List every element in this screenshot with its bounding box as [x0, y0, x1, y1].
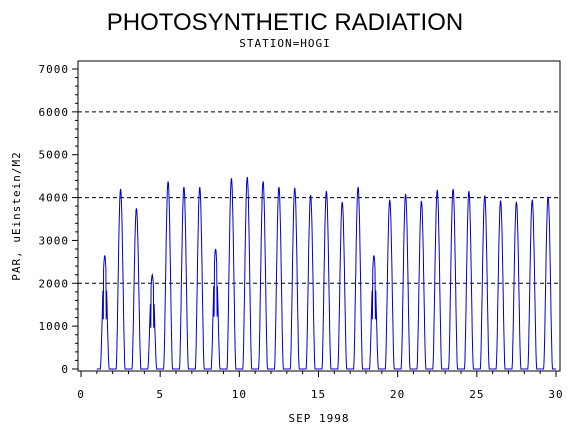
x-axis: 0 5 10 15 20 25 30: [77, 371, 563, 401]
y-tick-label: 3000: [39, 234, 70, 247]
x-tick-label: 15: [311, 388, 326, 401]
par-series-line: [96, 176, 556, 370]
chart-subtitle: STATION=HOGI: [239, 37, 330, 50]
y-tick-label: 2000: [39, 277, 70, 290]
y-axis-label: PAR, uEinstein/M2: [10, 151, 23, 281]
x-tick-label: 25: [469, 388, 484, 401]
y-tick-label: 1000: [39, 320, 70, 333]
y-tick-label: 0: [61, 363, 69, 376]
y-axis: 0 1000 2000 3000 4000 5000 6000 7000: [39, 63, 78, 376]
x-tick-label: 20: [390, 388, 405, 401]
x-tick-label: 5: [156, 388, 164, 401]
y-tick-label: 5000: [39, 149, 70, 162]
reference-lines: [78, 111, 560, 284]
chart-title: PHOTOSYNTHETIC RADIATION: [107, 9, 463, 36]
x-tick-label: 10: [232, 388, 247, 401]
x-axis-label: SEP 1998: [289, 412, 350, 425]
y-tick-label: 4000: [39, 192, 70, 205]
y-tick-label: 7000: [39, 63, 70, 76]
x-tick-label: 0: [77, 388, 85, 401]
y-tick-label: 6000: [39, 106, 70, 119]
x-tick-label: 30: [548, 388, 563, 401]
